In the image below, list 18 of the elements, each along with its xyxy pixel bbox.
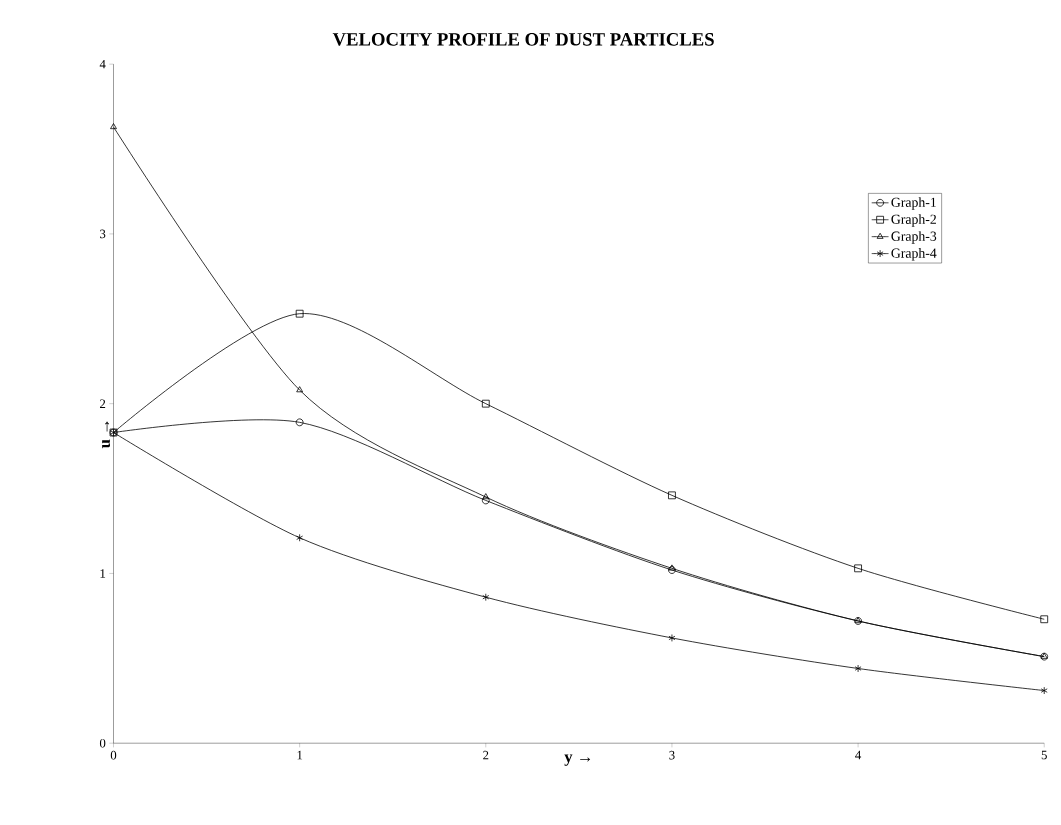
legend-label: Graph-4 bbox=[891, 248, 937, 261]
y-axis-title: u → bbox=[102, 421, 111, 449]
x-tick-label: 5 bbox=[1041, 750, 1047, 760]
x-axis-title: y → bbox=[564, 754, 591, 766]
y-tick-label: 3 bbox=[100, 229, 106, 239]
x-tick-label: 1 bbox=[297, 750, 303, 760]
x-tick-label: 3 bbox=[669, 750, 675, 760]
x-tick-label: 2 bbox=[483, 750, 489, 760]
legend-label: Graph-3 bbox=[891, 231, 937, 244]
x-tick-label: 4 bbox=[855, 750, 862, 760]
y-tick-label: 4 bbox=[99, 59, 106, 69]
y-tick-label: 1 bbox=[100, 569, 106, 578]
x-tick-label: 0 bbox=[110, 750, 117, 760]
y-tick-label: 0 bbox=[99, 738, 106, 748]
chart-title: VELOCITY PROFILE OF DUST PARTICLES bbox=[332, 33, 714, 46]
y-tick-label: 2 bbox=[100, 399, 106, 408]
legend-label: Graph-1 bbox=[891, 197, 936, 210]
legend-label: Graph-2 bbox=[891, 214, 936, 227]
